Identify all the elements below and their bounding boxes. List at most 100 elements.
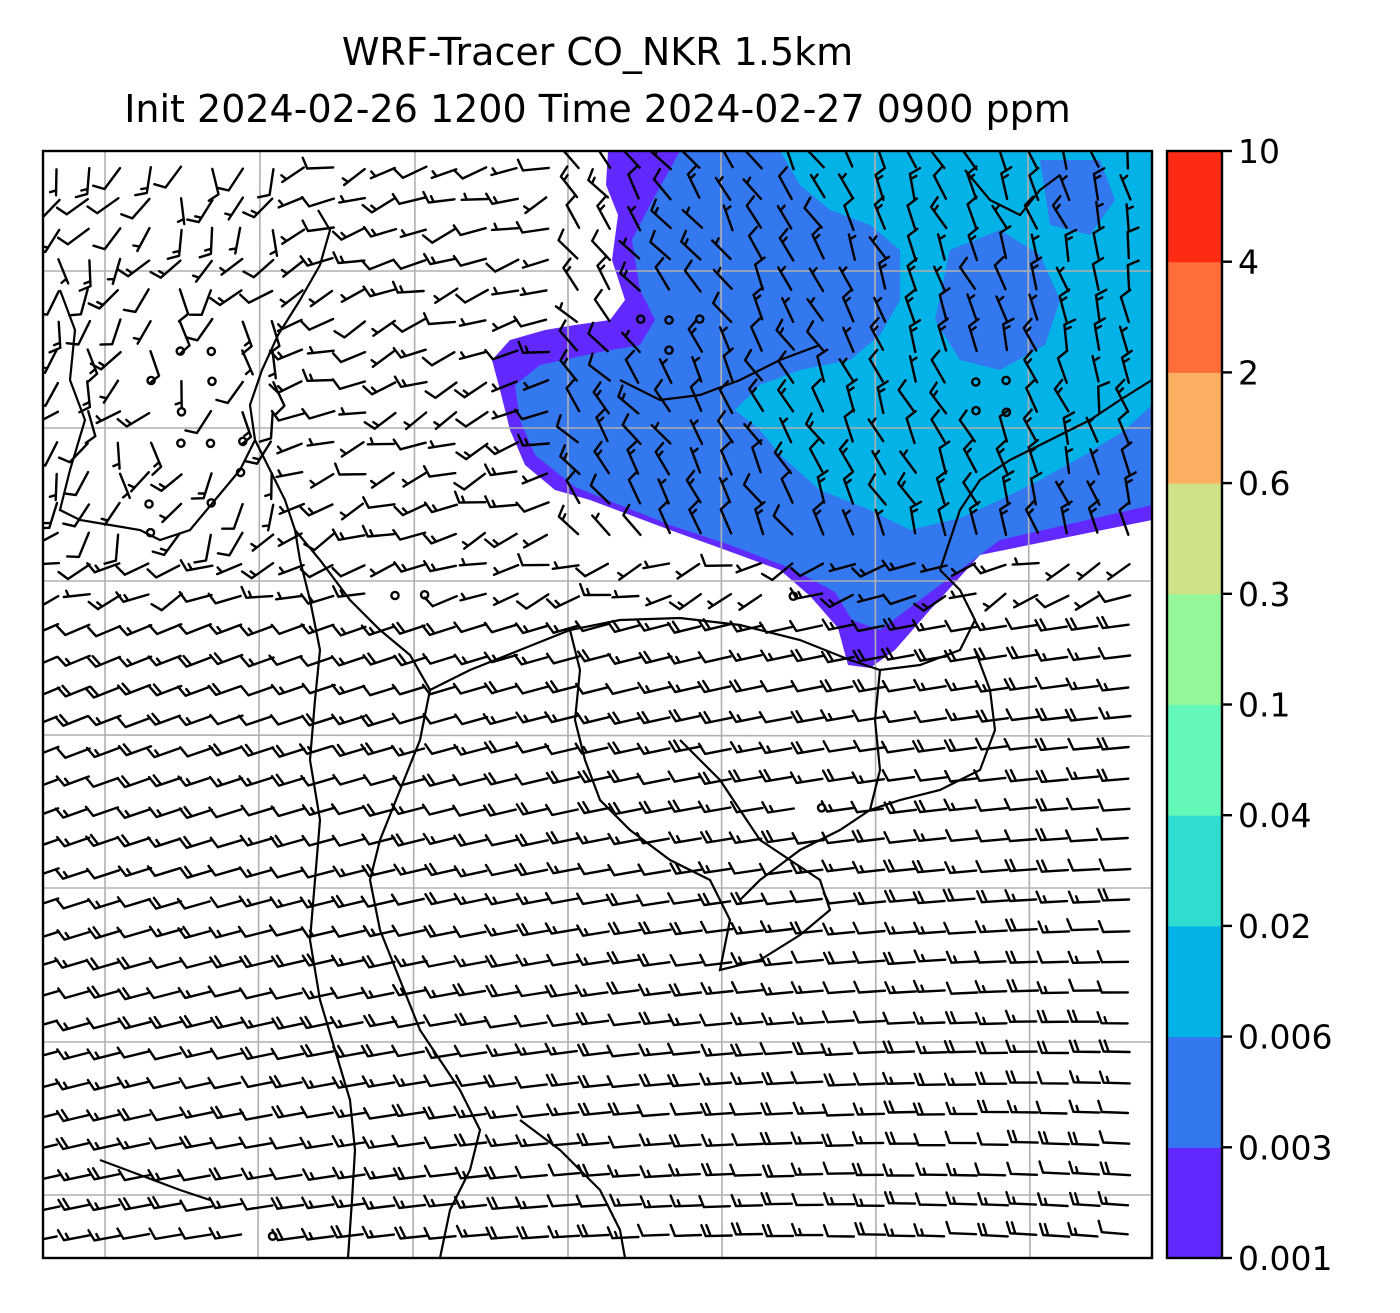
wind-barb [728, 831, 763, 844]
wind-barb [982, 592, 1007, 612]
wind-barb [1120, 441, 1133, 476]
wind-barb [908, 166, 922, 201]
wind-barb [882, 1071, 915, 1085]
wind-barb [822, 981, 856, 995]
wind-barb [936, 233, 946, 261]
wind-barb [669, 1102, 703, 1116]
wind-barb [56, 623, 91, 637]
wind-barb [869, 316, 885, 351]
wind-barb [759, 621, 794, 634]
wind-barb [913, 949, 947, 963]
wind-barb [562, 151, 580, 170]
wind-barb [1125, 203, 1134, 232]
wind-barb [514, 408, 549, 421]
wind-barb [301, 1196, 335, 1210]
wind-barb [974, 920, 1008, 934]
wind-barb [239, 625, 274, 637]
wind-barb [576, 649, 612, 663]
wind-barb [742, 176, 763, 200]
wind-barb [1089, 448, 1100, 476]
wind-barb [1098, 858, 1132, 872]
wind-barb [758, 862, 793, 876]
wind-barb [361, 1225, 396, 1239]
wind-barb [1067, 1131, 1100, 1147]
wind-barb [1037, 1131, 1070, 1146]
wind-barb [554, 302, 578, 323]
wind-barb [239, 289, 274, 304]
wind-barb [149, 259, 182, 279]
wind-barb [484, 532, 518, 549]
wind-barb [514, 984, 549, 998]
wind-barb [275, 469, 304, 479]
wind-barb [760, 1192, 793, 1206]
wind-barb [1055, 266, 1070, 293]
wind-barb [698, 710, 733, 725]
wind-barb [176, 197, 186, 226]
wind-barb [43, 561, 61, 566]
wind-barb [718, 476, 732, 504]
wind-barb [1034, 618, 1068, 632]
wind-barb [1096, 950, 1130, 964]
wind-barb [806, 296, 824, 322]
wind-barb [178, 320, 191, 355]
wind-barb [392, 774, 427, 787]
wind-barb [1012, 593, 1039, 609]
wind-barb [453, 954, 488, 968]
wind-barb [209, 1047, 244, 1060]
wind-barb [43, 594, 60, 607]
wind-barb [146, 865, 182, 877]
wind-barb [56, 835, 91, 848]
wind-barb [334, 462, 367, 476]
wind-barb [332, 251, 366, 265]
wind-barb [361, 524, 395, 538]
wind-barb [331, 743, 367, 757]
wind-barb [515, 501, 550, 513]
wind-barb [576, 924, 610, 937]
wind-barb [1097, 919, 1131, 934]
wind-barb [668, 709, 703, 723]
wind-barb [791, 1192, 824, 1207]
wind-barb [638, 1011, 672, 1025]
wind-barb [270, 954, 305, 968]
wind-barb [117, 865, 153, 878]
wind-barb [607, 863, 642, 877]
wind-barb [565, 470, 581, 505]
wind-barb [944, 1130, 977, 1145]
wind-barb [403, 411, 428, 431]
wind-barb [43, 930, 61, 938]
wind-barb [1005, 950, 1038, 964]
wind-barb [330, 954, 365, 967]
wind-barb [945, 1220, 978, 1236]
wind-barb [54, 807, 89, 819]
wind-barb [424, 381, 458, 400]
wind-barb [758, 741, 793, 755]
wind-barb [804, 412, 825, 445]
wind-barb [912, 1011, 946, 1025]
wind-barb [729, 741, 764, 754]
wind-barb [844, 151, 854, 168]
wind-barb [361, 833, 396, 846]
wind-barb [559, 165, 579, 199]
wind-barb [268, 380, 303, 394]
wind-barb [544, 922, 579, 935]
wind-barb [908, 355, 918, 383]
colorbar-swatch [1167, 372, 1222, 484]
wind-barb [973, 950, 1007, 964]
wind-barb [607, 1013, 641, 1027]
wind-barb [545, 652, 580, 665]
wind-barb [57, 1197, 92, 1211]
wind-barb [820, 1043, 854, 1057]
wind-barb [422, 312, 457, 326]
wind-barb [707, 592, 733, 610]
wind-barb [43, 807, 60, 816]
wind-barb [617, 563, 642, 581]
wind-barb [808, 438, 824, 473]
wind-barb [193, 533, 212, 564]
wind-barb [331, 925, 366, 938]
wind-barb [545, 680, 580, 694]
wind-barb [897, 472, 916, 505]
wind-barb [958, 256, 977, 290]
wind-barb [776, 204, 793, 230]
wind-barb [780, 469, 794, 504]
